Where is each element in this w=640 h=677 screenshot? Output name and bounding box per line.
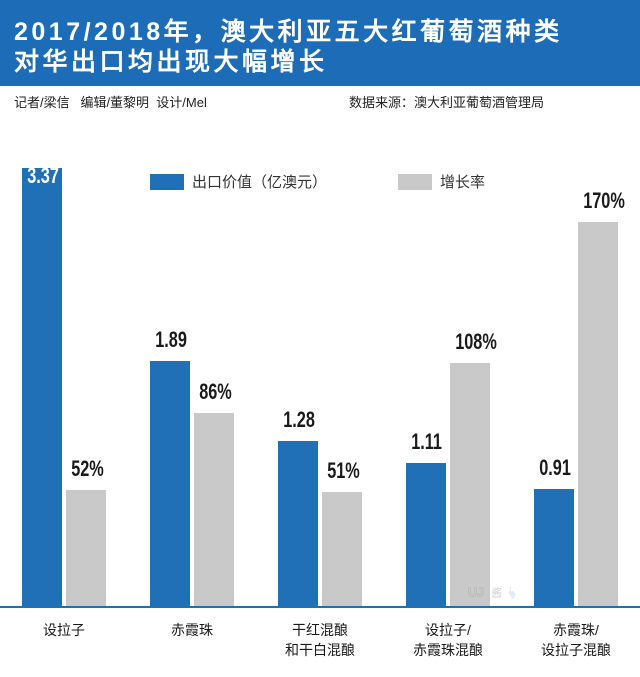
svg-text:UJ: UJ [468,585,484,599]
svg-text:酱: 酱 [491,586,502,599]
